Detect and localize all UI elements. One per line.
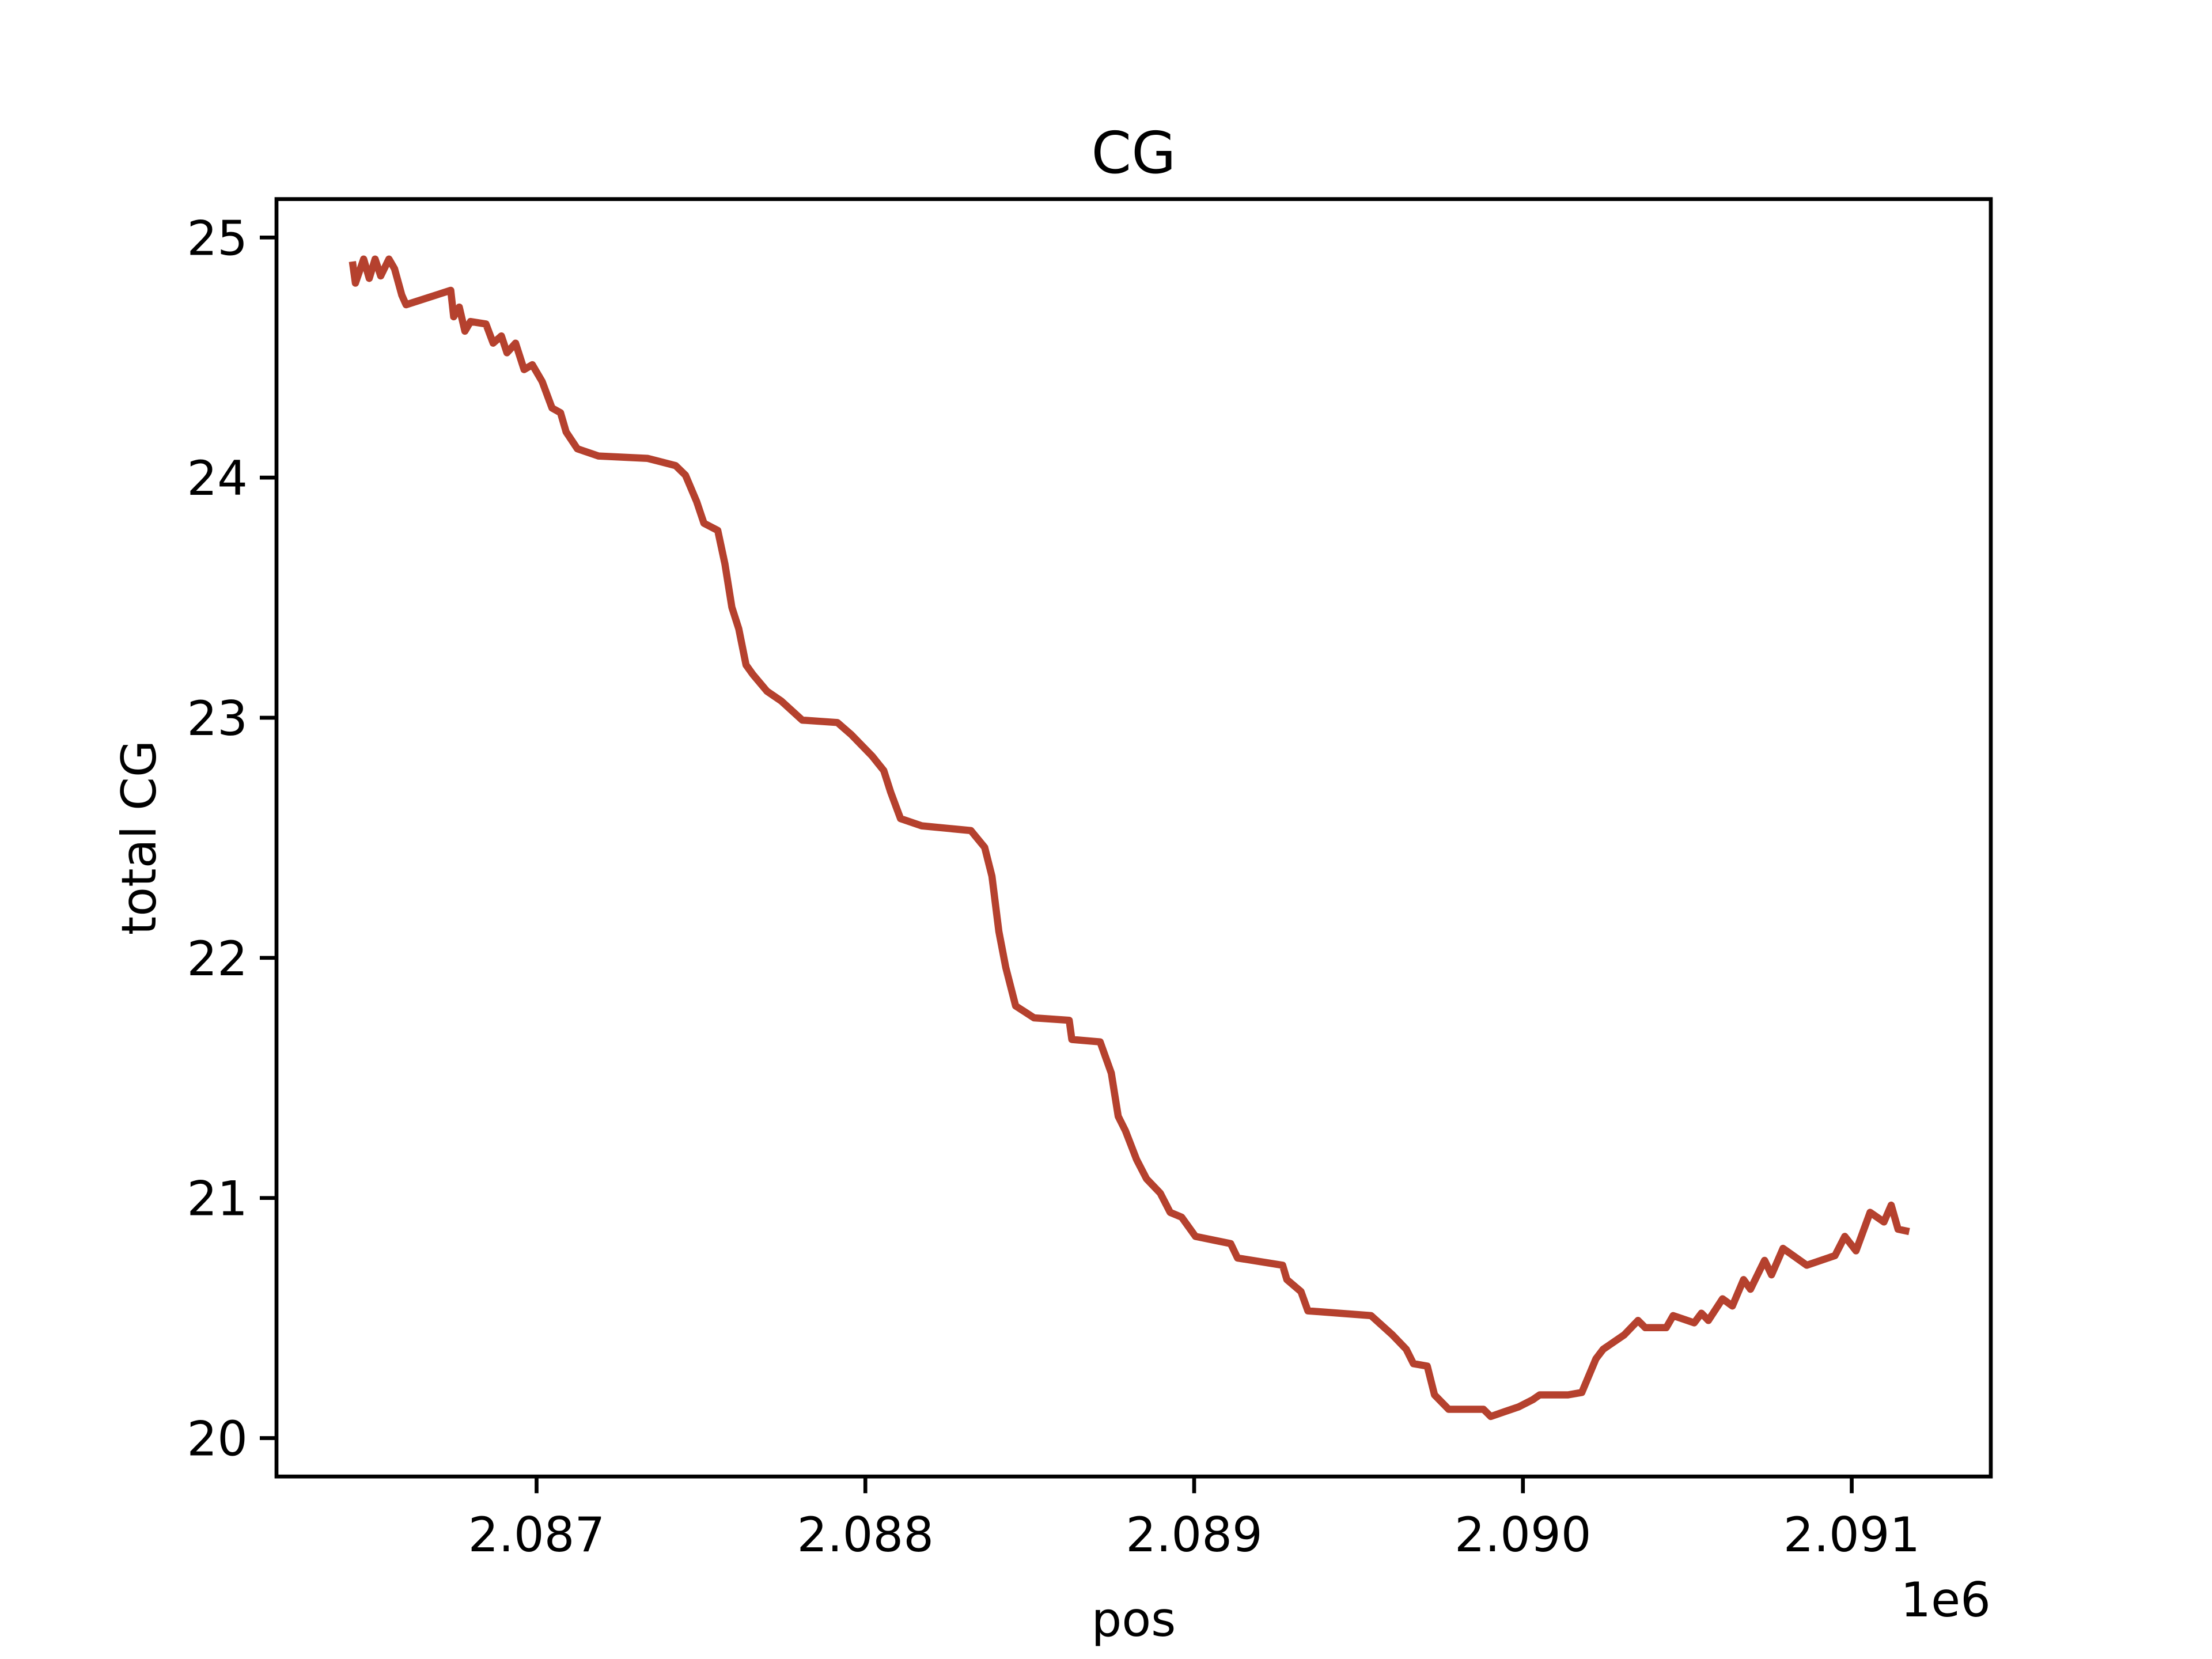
- x-tick-label: 2.088: [797, 1507, 934, 1563]
- y-tick-label: 21: [187, 1171, 248, 1227]
- x-axis-label: pos: [1092, 1592, 1176, 1647]
- y-tick-label: 24: [187, 450, 248, 506]
- axes-frame: [274, 197, 1993, 1479]
- x-tick-label: 2.091: [1783, 1507, 1921, 1563]
- y-tick-label: 23: [187, 691, 248, 747]
- x-offset-text: 1e6: [1900, 1572, 1991, 1628]
- x-tick-label: 2.087: [468, 1507, 605, 1563]
- y-tick-label: 25: [187, 210, 248, 266]
- x-tick-label: 2.090: [1455, 1507, 1592, 1563]
- x-tick-label: 2.089: [1126, 1507, 1263, 1563]
- y-axis-label: total CG: [111, 740, 167, 935]
- y-tick-label: 22: [187, 931, 248, 987]
- y-tick-label: 20: [187, 1411, 248, 1467]
- chart-title: CG: [1091, 119, 1176, 187]
- data-line: [349, 255, 1910, 1421]
